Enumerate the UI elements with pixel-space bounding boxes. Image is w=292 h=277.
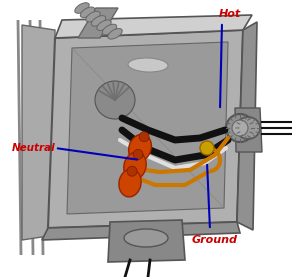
Circle shape (200, 141, 214, 155)
Ellipse shape (236, 117, 260, 139)
Polygon shape (78, 8, 118, 38)
Polygon shape (237, 22, 257, 230)
Ellipse shape (102, 24, 117, 35)
Ellipse shape (226, 114, 254, 142)
Text: Ground: Ground (192, 235, 238, 245)
Ellipse shape (128, 134, 151, 162)
Polygon shape (42, 222, 240, 240)
Polygon shape (108, 220, 185, 262)
Polygon shape (22, 25, 55, 240)
Ellipse shape (127, 166, 137, 176)
Polygon shape (235, 108, 262, 152)
Polygon shape (48, 30, 243, 228)
Ellipse shape (80, 7, 95, 18)
Polygon shape (55, 15, 252, 38)
Polygon shape (67, 42, 228, 214)
Ellipse shape (133, 149, 143, 159)
Ellipse shape (124, 152, 146, 180)
Ellipse shape (124, 229, 168, 247)
Ellipse shape (75, 3, 89, 13)
Text: Hot: Hot (219, 9, 241, 19)
Ellipse shape (108, 29, 122, 39)
Ellipse shape (232, 120, 248, 136)
Text: Neutral: Neutral (12, 143, 55, 153)
Ellipse shape (139, 132, 149, 142)
Ellipse shape (119, 169, 141, 197)
Ellipse shape (97, 20, 111, 30)
Ellipse shape (95, 81, 135, 119)
Ellipse shape (91, 16, 106, 26)
Ellipse shape (86, 11, 100, 22)
Ellipse shape (128, 58, 168, 72)
